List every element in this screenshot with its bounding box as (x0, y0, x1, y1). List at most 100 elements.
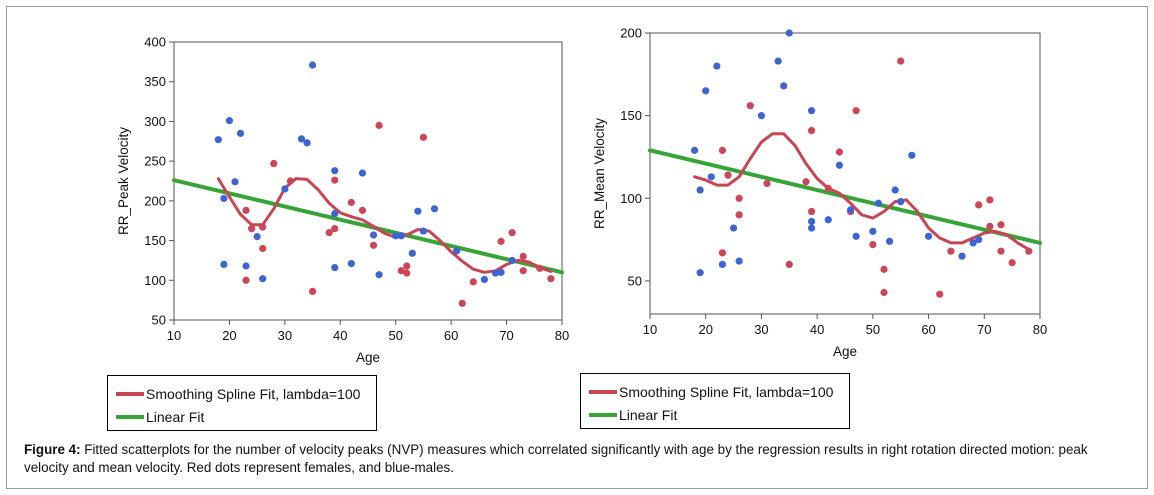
data-point-males (696, 186, 704, 194)
data-point-females (358, 206, 367, 214)
data-point-males (846, 206, 855, 214)
x-tick-label: 10 (643, 322, 657, 337)
data-point-males (392, 232, 400, 240)
data-point-males (924, 232, 933, 240)
x-tick-label: 80 (1033, 322, 1047, 337)
x-tick-label: 70 (499, 328, 513, 343)
data-point-females (824, 184, 832, 192)
data-point-males (780, 82, 788, 90)
x-tick-label: 30 (754, 322, 768, 337)
data-point-females (735, 194, 743, 202)
data-point-males (303, 139, 311, 147)
data-point-males (702, 87, 710, 95)
data-point-females (325, 229, 333, 237)
data-point-females (308, 287, 317, 296)
data-point-females (1025, 247, 1033, 255)
data-point-females (259, 223, 267, 231)
data-point-males (958, 252, 966, 260)
legend-linear-label: Linear Fit (146, 409, 205, 425)
y-tick-label: 100 (144, 273, 166, 288)
figure-frame (6, 6, 1148, 489)
data-point-females (286, 177, 294, 185)
data-point-males (220, 260, 228, 268)
data-point-males (347, 260, 355, 268)
data-point-females (547, 275, 555, 283)
data-point-females (997, 247, 1005, 255)
data-point-males (453, 247, 461, 255)
x-axis-label: Age (356, 350, 380, 365)
data-point-males (852, 232, 860, 240)
data-point-females (718, 146, 727, 154)
data-point-males (308, 61, 317, 69)
data-point-males (696, 269, 704, 277)
data-point-females (785, 260, 793, 269)
y-axis-label: RR_Mean Velocity (592, 118, 607, 229)
data-point-females (519, 267, 527, 275)
x-tick-label: 70 (977, 322, 991, 337)
data-point-males (242, 262, 250, 270)
data-point-males (908, 151, 916, 159)
data-point-females (746, 102, 754, 110)
y-tick-label: 50 (628, 273, 642, 288)
data-point-males (331, 209, 339, 218)
data-point-females (497, 237, 505, 245)
data-point-males (214, 136, 222, 144)
caption-label: Figure 4: (24, 442, 81, 457)
data-point-females (986, 222, 994, 230)
data-point-males (869, 227, 877, 235)
data-point-males (508, 256, 516, 265)
data-point-females (735, 211, 743, 219)
y-tick-label: 150 (620, 108, 642, 123)
data-point-males (891, 186, 899, 194)
chart-peak: 10 20 30 40 50 60 70 80 50 100 150 200 250 300 350 400 A… (116, 35, 569, 366)
data-point-females (242, 206, 250, 214)
data-point-males (897, 198, 905, 206)
y-tick-label: 200 (144, 193, 166, 208)
data-point-females (458, 299, 466, 307)
legend-spline-swatch (589, 390, 617, 394)
caption-text: Fitted scatterplots for the number of ve… (24, 442, 1088, 475)
data-point-females (347, 198, 355, 207)
legend-spline-label: Smoothing Spline Fit, lambda=100 (146, 386, 361, 402)
data-point-males (785, 29, 793, 37)
data-point-males (253, 233, 261, 241)
data-point-females (852, 107, 860, 115)
data-point-females (802, 178, 810, 186)
x-tick-label: 40 (810, 322, 824, 337)
data-point-males (236, 129, 245, 137)
data-point-females (270, 159, 278, 168)
data-point-females (403, 262, 411, 270)
data-point-males (375, 271, 383, 279)
data-point-males (480, 275, 488, 284)
data-point-males (874, 199, 883, 207)
data-point-males (259, 275, 267, 283)
data-point-males (497, 268, 505, 276)
data-point-males (297, 135, 306, 143)
data-point-females (880, 288, 888, 297)
data-point-males (690, 146, 699, 154)
data-point-females (997, 221, 1005, 229)
x-tick-label: 20 (698, 322, 712, 337)
data-point-males (707, 173, 715, 181)
data-point-females (248, 225, 256, 233)
data-point-males (729, 224, 738, 232)
data-point-females (508, 229, 516, 237)
data-point-females (807, 126, 816, 135)
chart-mean: 10 20 30 40 50 60 70 80 50 100 150 200 Age RR_Mean Ve… (592, 26, 1047, 360)
data-point-males (824, 216, 832, 224)
data-point-females (403, 269, 411, 277)
data-point-males (774, 57, 782, 65)
data-point-males (231, 178, 239, 186)
figure-caption: Figure 4: Fitted scatterplots for the nu… (24, 441, 1134, 477)
data-point-males (220, 194, 228, 203)
data-point-males (414, 207, 422, 215)
data-point-males (225, 117, 234, 125)
data-point-females (869, 240, 877, 249)
legend-spline-row: Smoothing Spline Fit, lambda=100 (589, 382, 833, 402)
x-tick-label: 50 (388, 328, 402, 343)
data-point-males (281, 185, 289, 193)
data-point-males (975, 236, 983, 244)
x-tick-label: 60 (921, 322, 935, 337)
data-point-females (536, 264, 544, 272)
data-point-females (880, 265, 888, 273)
